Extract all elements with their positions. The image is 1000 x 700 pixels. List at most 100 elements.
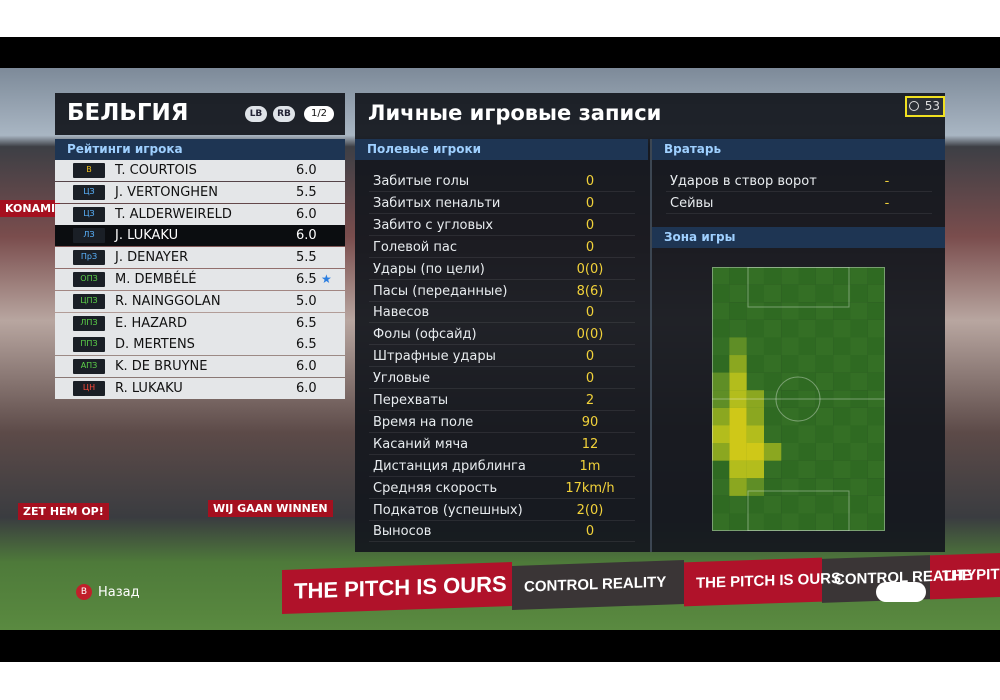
heat-cell xyxy=(815,478,834,496)
divider xyxy=(650,139,652,552)
stat-value: - xyxy=(884,195,890,211)
stat-row-line xyxy=(369,497,635,499)
heat-cell xyxy=(746,319,764,338)
heat-cell xyxy=(729,425,747,444)
player-row[interactable]: В T. COURTOIS 6.0 xyxy=(55,160,345,181)
stat-value: 0 xyxy=(585,524,595,540)
player-name: R. NAINGGOLAN xyxy=(115,293,221,309)
stat-value: 0 xyxy=(585,349,595,365)
player-row[interactable]: ОПЗ M. DEMBÉLÉ 6.5 ★ xyxy=(55,269,345,290)
player-name: J. LUKAKU xyxy=(115,228,179,244)
heat-cell xyxy=(798,267,816,285)
heat-cell xyxy=(781,495,799,514)
heat-cell xyxy=(781,443,799,461)
heat-cell xyxy=(815,319,834,338)
player-row[interactable]: ЦЗ J. VERTONGHEN 5.5 xyxy=(55,181,345,203)
player-row[interactable]: ПрЗ J. DENAYER 5.5 xyxy=(55,247,345,269)
heat-cell xyxy=(746,372,764,391)
heat-cell xyxy=(763,319,782,338)
stat-row-line xyxy=(666,191,932,192)
heat-cell xyxy=(815,337,834,356)
player-row[interactable]: ЦН R. LUKAKU 6.0 xyxy=(55,378,345,399)
stat-label: Штрафные удары xyxy=(373,349,496,365)
heat-cell xyxy=(746,355,764,373)
player-name: J. DENAYER xyxy=(115,250,189,266)
heat-cell xyxy=(798,425,816,444)
player-rating: 6.0 xyxy=(296,381,317,396)
heat-cell xyxy=(850,460,868,479)
heat-cell xyxy=(850,390,868,408)
heat-cell xyxy=(798,478,816,496)
heat-cell xyxy=(746,460,764,479)
stat-value: 2(0) xyxy=(576,502,604,518)
stat-label: Фолы (офсайд) xyxy=(373,327,477,343)
heat-cell xyxy=(867,443,885,461)
rb-button[interactable]: RB xyxy=(273,106,295,122)
lb-button[interactable]: LB xyxy=(245,106,267,122)
heat-cell xyxy=(729,372,747,391)
player-rating: 6.5 xyxy=(296,272,317,287)
stat-row-line xyxy=(369,388,635,390)
heat-cell xyxy=(833,407,851,426)
stat-value: 1m xyxy=(579,458,601,474)
heat-cell xyxy=(850,267,868,285)
heat-cell xyxy=(746,478,764,496)
player-row[interactable]: ЦПЗ R. NAINGGOLAN 5.0 xyxy=(55,290,345,312)
heat-cell xyxy=(815,495,834,514)
stat-label: Подкатов (успешных) xyxy=(373,502,523,518)
heat-cell xyxy=(798,319,816,338)
heat-cell xyxy=(763,513,782,531)
heat-cell xyxy=(763,425,782,444)
player-row[interactable]: ЦЗ T. ALDERWEIRELD 6.0 xyxy=(55,203,345,225)
heat-cell xyxy=(781,319,799,338)
heat-cell xyxy=(712,425,730,444)
zone-header: Зона игры xyxy=(652,227,945,248)
section-header: Рейтинги игрока xyxy=(55,139,345,160)
ad-banner: THE PITCH IS OURS xyxy=(282,561,512,615)
position-badge: ЦН xyxy=(73,381,105,396)
stand-sign: ZET HEM OP! xyxy=(18,503,109,520)
player-row[interactable]: АПЗ K. DE BRUYNE 6.0 xyxy=(55,356,345,378)
heat-cell xyxy=(712,513,730,531)
position-badge: ЛПЗ xyxy=(73,315,105,331)
position-badge: ППЗ xyxy=(73,337,105,353)
heat-cell xyxy=(781,478,799,496)
back-label[interactable]: Назад xyxy=(98,585,140,600)
heat-cell xyxy=(729,284,747,303)
stat-row-line xyxy=(369,366,635,368)
ad-banner: THE PITCH IS OURS xyxy=(684,557,841,607)
stat-value: 90 xyxy=(581,414,599,430)
ad-banner: CONTROL REALITY xyxy=(512,559,684,611)
player-row[interactable]: ЛПЗ E. HAZARD 6.5 xyxy=(55,312,345,334)
stat-row-line xyxy=(369,344,635,346)
heat-cell xyxy=(798,443,816,461)
heat-cell xyxy=(867,302,885,320)
heat-cell xyxy=(763,337,782,356)
stat-label: Дистанция дриблинга xyxy=(373,458,526,474)
stat-label: Выносов xyxy=(373,524,432,540)
heatmap xyxy=(712,267,885,531)
social-icons[interactable] xyxy=(876,582,926,602)
player-row[interactable]: ППЗ D. MERTENS 6.5 xyxy=(55,334,345,356)
mark-star: ★ xyxy=(321,272,332,286)
page-indicator: 1/2 xyxy=(304,106,334,122)
stat-value: 0 xyxy=(585,371,595,387)
player-rating: 6.0 xyxy=(296,228,317,244)
back-button-icon[interactable]: B xyxy=(76,584,92,600)
heat-cell xyxy=(763,355,782,373)
heat-cell xyxy=(781,267,799,285)
stat-label: Забитых пенальти xyxy=(373,195,501,211)
heat-cell xyxy=(798,372,816,391)
heat-cell xyxy=(850,319,868,338)
heat-cell xyxy=(798,284,816,303)
player-rating: 5.5 xyxy=(296,184,317,200)
stat-label: Касаний мяча xyxy=(373,436,469,452)
heat-cell xyxy=(729,478,747,496)
heat-cell xyxy=(712,284,730,303)
heat-cell xyxy=(781,372,799,391)
player-rating: 6.0 xyxy=(296,163,317,178)
player-row[interactable]: ЛЗ J. LUKAKU 6.0 xyxy=(55,225,345,247)
heat-cell xyxy=(867,355,885,373)
stand-sign: WIJ GAAN WINNEN xyxy=(208,500,333,517)
